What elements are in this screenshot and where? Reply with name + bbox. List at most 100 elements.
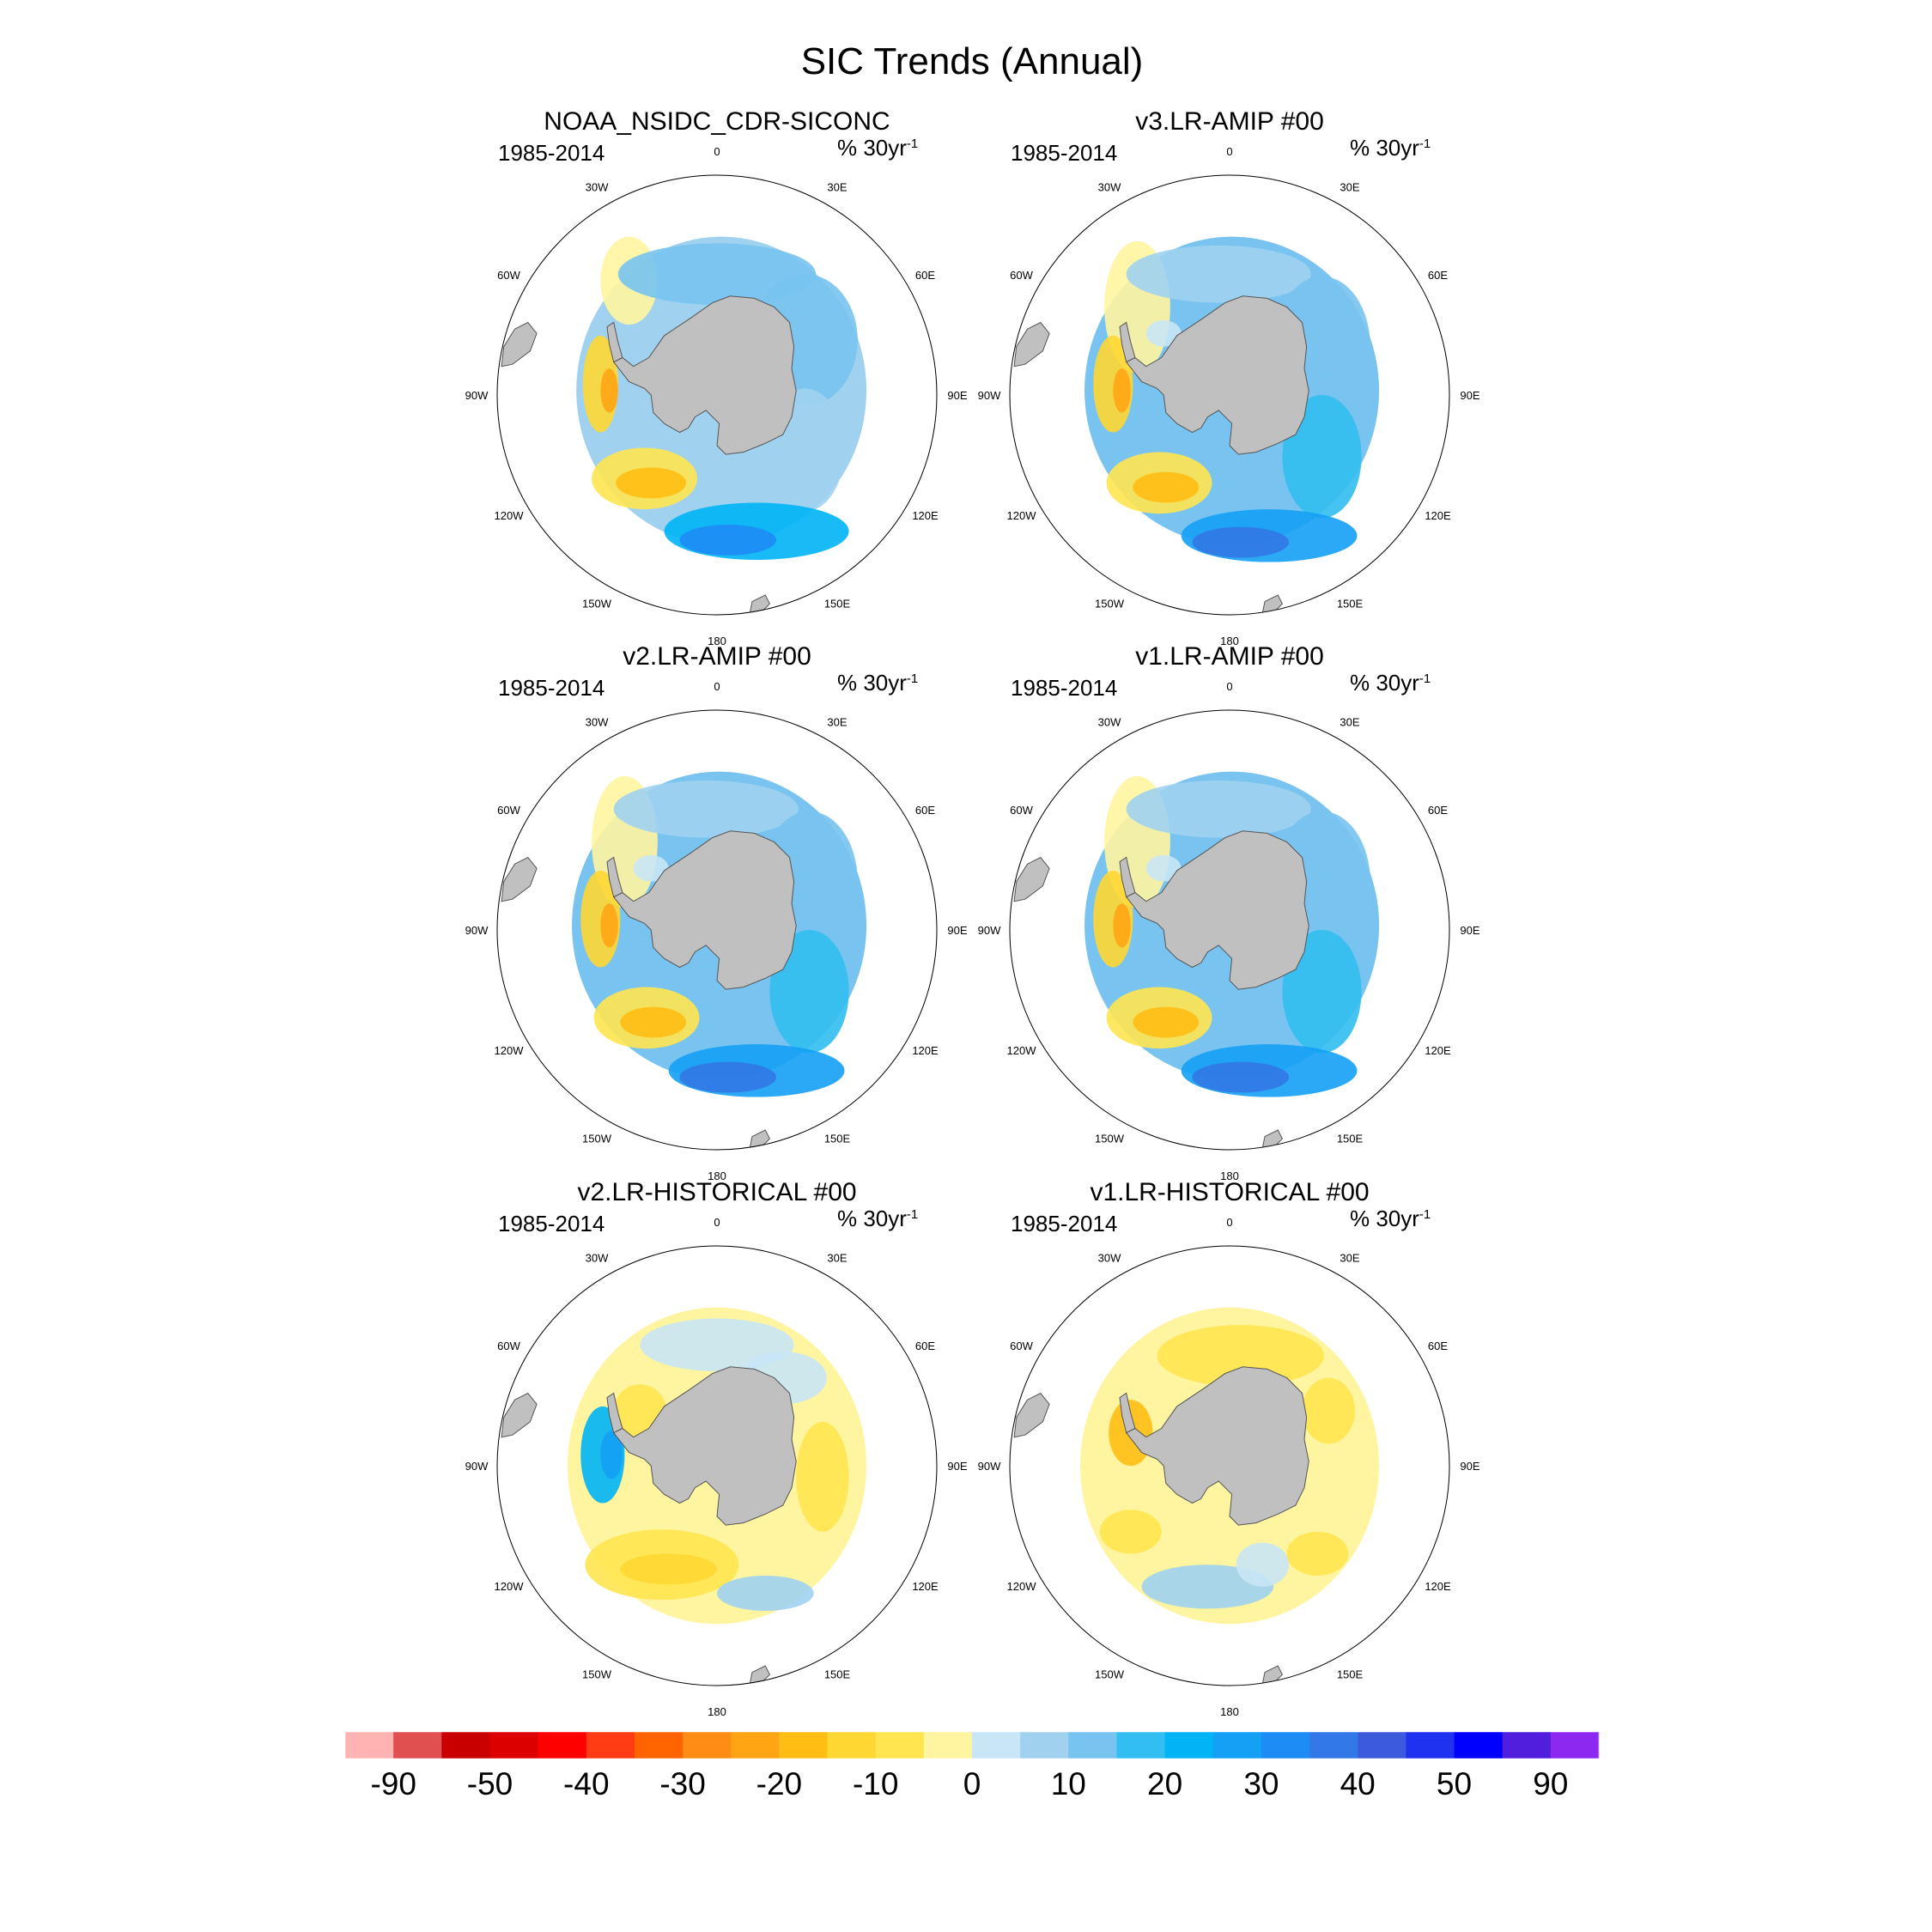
longitude-label: 0 (1226, 680, 1232, 693)
period-label: 1985-2014 (498, 675, 605, 701)
colorbar-swatch (441, 1732, 490, 1759)
longitude-label: 120W (1007, 509, 1037, 522)
longitude-label: 30W (1098, 1252, 1121, 1265)
trend-area (1236, 1542, 1290, 1587)
map-panel-noaa: 0 30E 60E 90E 120E 150E 180 150W 120W 90W 60W 30W NO… (465, 107, 968, 647)
longitude-label: 120W (1007, 1044, 1037, 1057)
colorbar-outline (344, 1731, 1600, 1759)
colorbar-swatch (972, 1732, 1021, 1759)
colorbar-swatch (1212, 1732, 1262, 1759)
colorbar-swatch (538, 1732, 587, 1759)
colorbar-tick-label: 0 (963, 1766, 981, 1801)
map-panel-v3amip: 0 30E 60E 90E 120E 150E 180 150W 120W 90W 60W 30W v3… (978, 107, 1480, 647)
colorbar-swatch (1164, 1732, 1214, 1759)
colorbar-swatch (1550, 1732, 1600, 1759)
longitude-label: 150E (1337, 1668, 1364, 1681)
map-panel-v1amip: 0 30E 60E 90E 120E 150E 180 150W 120W 90W 60W 30W v1… (978, 642, 1480, 1182)
south-america-tip (501, 321, 538, 368)
longitude-label: 120E (1425, 1580, 1451, 1593)
colorbar-tick-label: -10 (853, 1766, 898, 1801)
period-label: 1985-2014 (1011, 1211, 1117, 1236)
longitude-label: 60W (1010, 1340, 1033, 1352)
trend-area (717, 1576, 814, 1611)
longitude-label: 30E (1340, 1252, 1359, 1265)
longitude-label: 60W (497, 269, 520, 282)
south-america-tip (501, 1392, 538, 1438)
panel-title: NOAA_NSIDC_CDR-SICONC (544, 107, 890, 136)
colorbar-tick-label: 30 (1243, 1766, 1279, 1801)
trend-area (1286, 1531, 1349, 1576)
trend-area (613, 780, 799, 838)
unit-label: % 30yr-1 (837, 135, 918, 161)
colorbar-swatch (923, 1732, 973, 1759)
longitude-label: 180 (708, 635, 726, 647)
panel-title: v2.LR-AMIP #00 (623, 642, 811, 671)
unit-label: % 30yr-1 (1350, 135, 1431, 161)
trend-area (1282, 930, 1362, 1054)
longitude-label: 30E (827, 716, 847, 729)
map-frame (496, 1245, 938, 1686)
colorbar-swatch (1261, 1732, 1310, 1759)
colorbar-tick-label: 50 (1437, 1766, 1472, 1801)
colorbar-swatch (875, 1732, 925, 1759)
colorbar-tick-label: 20 (1147, 1766, 1182, 1801)
longitude-label: 60E (1428, 1340, 1448, 1352)
panel-title: v2.LR-HISTORICAL #00 (577, 1178, 856, 1206)
trend-area (1133, 1006, 1200, 1038)
colorbar-tick-label: -40 (563, 1766, 609, 1801)
colorbar-swatch (345, 1732, 394, 1759)
longitude-label: 150W (582, 1133, 612, 1145)
colorbar-swatch (731, 1732, 780, 1759)
trend-area (600, 368, 618, 413)
colorbar-swatch (779, 1732, 828, 1759)
map-frame (1009, 1245, 1450, 1686)
longitude-label: 150E (824, 1668, 851, 1681)
colorbar-swatch (489, 1732, 539, 1759)
south-america-tip (501, 856, 538, 902)
colorbar-swatch (1358, 1732, 1406, 1759)
new-zealand-tip (749, 1665, 771, 1684)
colorbar-tick-label: -90 (370, 1766, 416, 1801)
new-zealand-tip (1261, 594, 1284, 613)
longitude-label: 180 (1220, 1170, 1239, 1182)
map-panel-v2amip: 0 30E 60E 90E 120E 150E 180 150W 120W 90W 60W 30W v2… (465, 642, 968, 1182)
antarctic-peninsula (1119, 856, 1136, 898)
colorbar-swatch (393, 1732, 442, 1759)
longitude-label: 60W (1010, 804, 1033, 817)
map-panel-v1hist: 0 30E 60E 90E 120E 150E 180 150W 120W 90W 60W 30W v1… (978, 1178, 1480, 1718)
colorbar-swatch (1502, 1732, 1552, 1759)
longitude-label: 150W (1095, 598, 1125, 611)
longitude-label: 120W (495, 1580, 525, 1593)
longitude-label: 120E (1425, 509, 1451, 522)
longitude-label: 60W (497, 804, 520, 817)
longitude-label: 0 (1226, 145, 1232, 158)
colorbar-swatch (1020, 1732, 1069, 1759)
trend-area (679, 525, 777, 556)
longitude-label: 30W (586, 181, 609, 194)
period-label: 1985-2014 (1011, 140, 1117, 166)
colorbar-swatch (1068, 1732, 1117, 1759)
longitude-label: 180 (708, 1170, 726, 1182)
period-label: 1985-2014 (498, 140, 605, 166)
antarctic-peninsula (606, 321, 623, 363)
longitude-label: 30E (1340, 716, 1359, 729)
trend-area (600, 1431, 623, 1479)
longitude-label: 150W (582, 598, 612, 611)
trend-area (1192, 1061, 1290, 1093)
trend-area (796, 1421, 849, 1532)
longitude-label: 120E (912, 509, 939, 522)
longitude-label: 30E (1340, 181, 1359, 194)
longitude-label: 180 (1220, 635, 1239, 647)
longitude-label: 150W (1095, 1668, 1125, 1681)
new-zealand-tip (1261, 1665, 1284, 1684)
longitude-label: 60W (1010, 269, 1033, 282)
longitude-label: 150E (1337, 598, 1364, 611)
map-frame (496, 709, 938, 1151)
trend-area (1113, 368, 1131, 413)
trend-area (1192, 526, 1290, 558)
trend-area (1126, 780, 1311, 838)
longitude-label: 90E (947, 924, 967, 937)
unit-label: % 30yr-1 (1350, 1206, 1431, 1231)
colorbar-tick-label: -20 (756, 1766, 802, 1801)
